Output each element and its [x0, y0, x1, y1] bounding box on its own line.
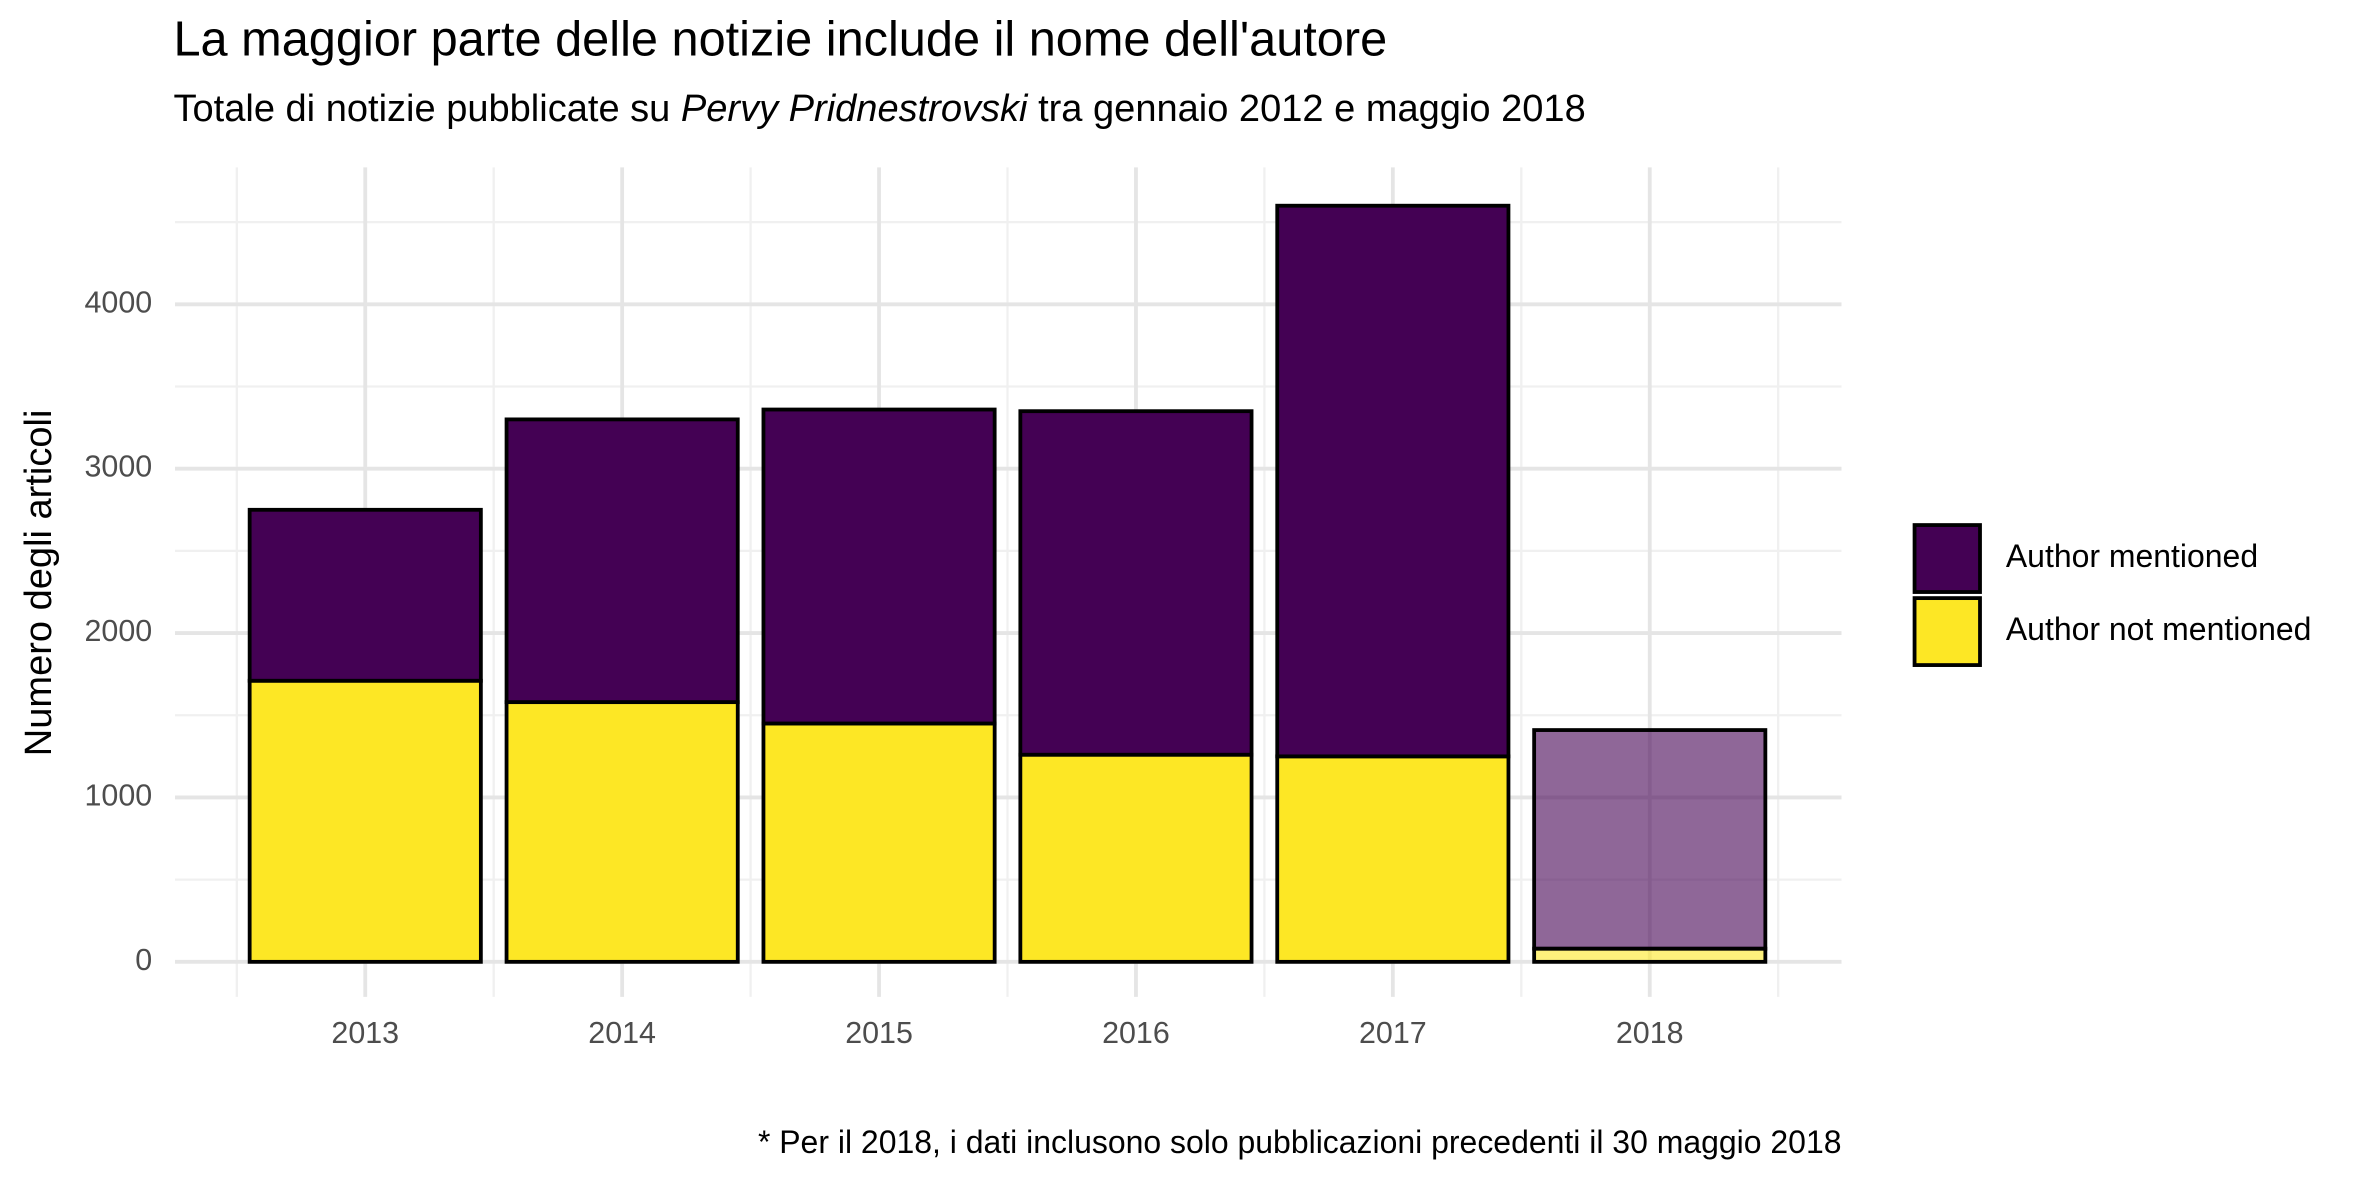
y-tick-label: 2000: [85, 614, 153, 648]
x-tick-label: 2013: [331, 1016, 399, 1050]
legend: Author mentioned Author not mentioned: [1912, 523, 2312, 667]
bar-segment: [1275, 203, 1511, 759]
subtitle-italic: Pervy Pridnestrovski: [681, 88, 1029, 130]
chart-title: La maggior parte delle notizie include i…: [173, 12, 1387, 66]
y-tick-label: 0: [135, 943, 152, 977]
bar-segment: [247, 507, 483, 683]
legend-key: [1912, 523, 1982, 594]
subtitle-part: tra gennaio 2012 e maggio 2018: [1028, 88, 1586, 130]
y-axis-label: Numero degli articoli: [18, 410, 60, 757]
x-tick-label: 2017: [1359, 1016, 1427, 1050]
subtitle-part: Totale di notizie pubblicate su: [173, 88, 680, 130]
y-tick-label: 4000: [85, 285, 153, 319]
y-tick-label: 3000: [85, 450, 153, 484]
bar-segment: [504, 700, 740, 964]
bar-segment: [1532, 946, 1768, 964]
x-tick-label: 2014: [588, 1016, 656, 1050]
x-tick-label: 2015: [845, 1016, 913, 1050]
bar-segment: [1275, 754, 1511, 964]
chart-subtitle: Totale di notizie pubblicate su Pervy Pr…: [173, 88, 1585, 130]
caption: * Per il 2018, i dati inclusono solo pub…: [758, 1124, 1842, 1160]
bar-segment: [1532, 728, 1768, 951]
bar-segment: [247, 678, 483, 964]
bars: [247, 203, 1768, 964]
bar-segment: [1018, 752, 1254, 964]
legend-label: Author mentioned: [2006, 538, 2258, 574]
bar-segment: [1018, 409, 1254, 757]
legend-key: [1912, 596, 1982, 667]
bar-segment: [761, 407, 997, 726]
bar-segment: [504, 417, 740, 705]
x-tick-label: 2018: [1616, 1016, 1684, 1050]
legend-label: Author not mentioned: [2006, 611, 2312, 647]
x-tick-label: 2016: [1102, 1016, 1170, 1050]
y-tick-label: 1000: [85, 778, 153, 812]
bar-segment: [761, 721, 997, 964]
